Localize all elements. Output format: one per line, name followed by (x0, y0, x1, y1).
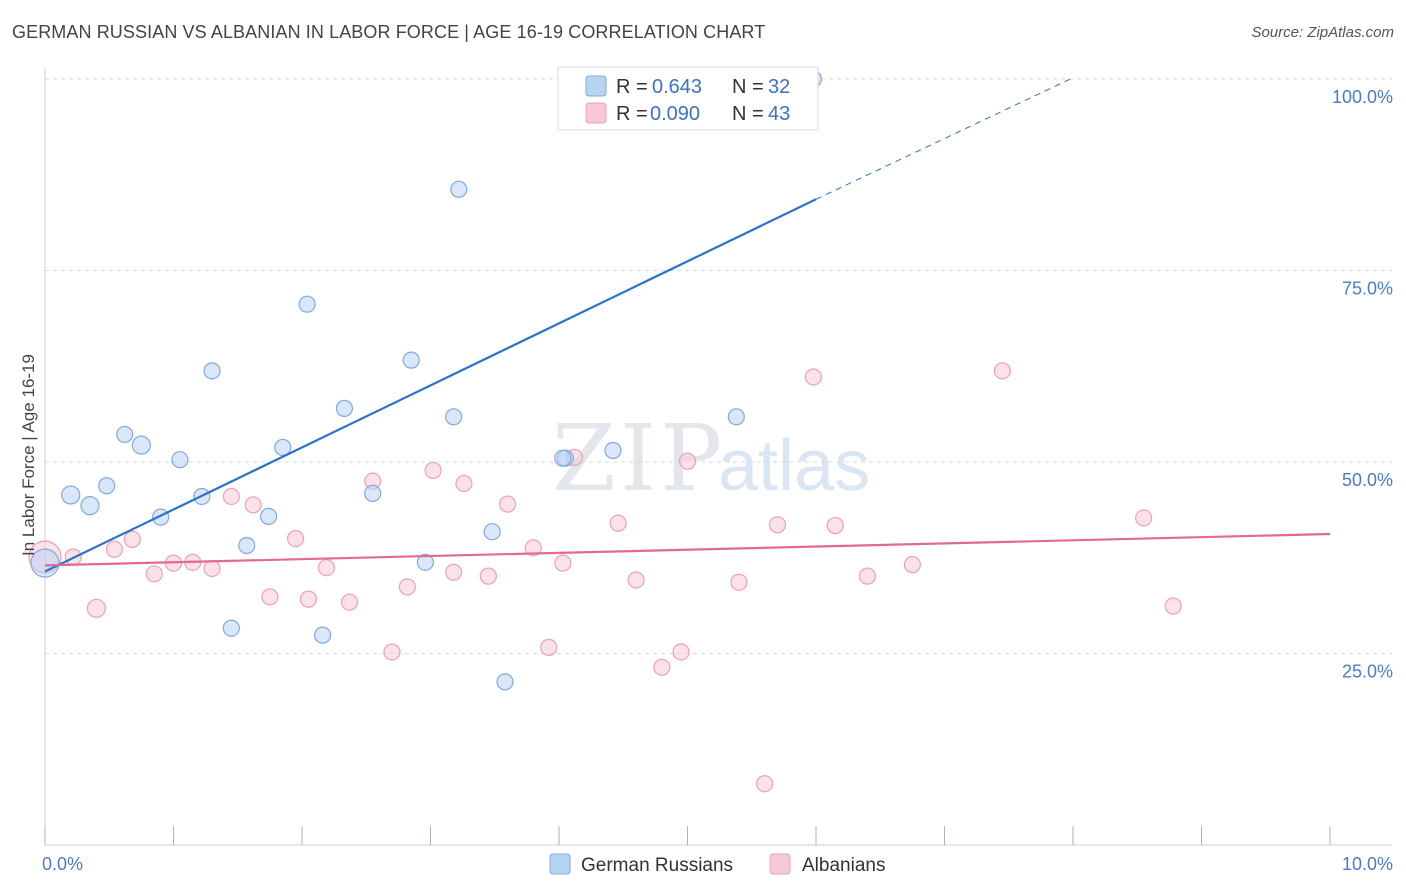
albanians-point (1164, 597, 1182, 615)
legend-r-value-2: 0.090 (650, 103, 700, 125)
albanians-point (261, 588, 279, 606)
german-russians-point (98, 477, 116, 495)
german-russians-points (30, 70, 823, 691)
series-legend-albanians: Albanians (802, 855, 885, 876)
albanians-point (858, 567, 877, 585)
german-russians-point (483, 523, 501, 541)
albanians-point (903, 556, 921, 574)
albanians-point (755, 775, 774, 793)
albanians-point (804, 368, 823, 386)
legend-swatch-pink (585, 102, 607, 124)
albanians-point (826, 516, 844, 535)
chart-title: GERMAN RUSSIAN VS ALBANIAN IN LABOR FORC… (12, 22, 766, 42)
correlation-legend: R = 0.643 N = 32 R = 0.090 N = 43 (557, 66, 819, 131)
albanians-point (123, 530, 141, 548)
german-russians-point (80, 496, 100, 516)
y-tick-label: 100.0% (1332, 87, 1393, 107)
german-russians-point (335, 399, 354, 417)
german-russians-point (364, 484, 382, 503)
german-russians-point (222, 619, 240, 637)
source-credit: Source: ZipAtlas.com (1251, 24, 1394, 41)
albanians-point (678, 452, 697, 470)
german-russians-point (203, 362, 221, 380)
series-legend-swatch-german-russians (549, 853, 571, 875)
albanians-point (105, 540, 123, 558)
albanians-point (627, 571, 645, 589)
german-russians-point (445, 408, 463, 426)
german-russians-point (152, 508, 170, 526)
legend-n-value-1: 32 (768, 76, 790, 98)
german-russians-point (313, 626, 332, 644)
legend-swatch-blue (585, 75, 607, 97)
albanians-point (445, 563, 463, 581)
legend-r-value-1: 0.643 (652, 76, 702, 98)
albanians-point (609, 514, 627, 532)
german-russians-point (116, 425, 134, 444)
german-russians-point (727, 408, 745, 426)
albanians-point (86, 598, 107, 618)
legend-n-value-2: 43 (768, 103, 790, 125)
albanians-point (317, 559, 336, 577)
y-tick-label: 75.0% (1342, 279, 1393, 299)
x-tick-label-min: 0.0% (42, 854, 83, 874)
x-tick-label-max: 10.0% (1342, 854, 1393, 874)
german-russians-trend-line (44, 198, 817, 573)
albanians-point (222, 487, 240, 506)
albanians-point (203, 559, 221, 578)
legend-n-label-2: N = (732, 103, 764, 125)
german-russians-point (416, 553, 434, 571)
albanians-point (424, 461, 442, 480)
albanians-point (524, 539, 542, 557)
german-russians-point (298, 295, 316, 313)
legend-r-label-2: R = (616, 103, 648, 125)
series-legend-german-russians: German Russians (581, 855, 733, 876)
albanians-points (28, 362, 1182, 793)
series-legend: German Russians Albanians (549, 853, 885, 876)
german-russians-trend-extension (815, 78, 1071, 200)
german-russians-point (450, 180, 468, 198)
german-russians-point (402, 351, 420, 369)
german-russians-point (171, 451, 189, 469)
albanians-point (244, 496, 262, 514)
y-tick-label: 25.0% (1342, 662, 1393, 682)
watermark-atlas: atlas (718, 426, 870, 506)
legend-r-label-1: R = (616, 76, 648, 98)
series-legend-swatch-albanians (769, 853, 791, 875)
legend-n-label-1: N = (732, 76, 764, 98)
german-russians-point (30, 548, 60, 578)
albanians-point (479, 567, 497, 585)
y-tick-label: 50.0% (1342, 470, 1393, 490)
albanians-point (554, 554, 572, 572)
albanians-point (993, 362, 1011, 380)
gridlines (45, 78, 1392, 654)
albanians-point (540, 638, 558, 656)
albanians-point (383, 643, 401, 661)
albanians-trend-line (44, 532, 1331, 567)
albanians-point (653, 658, 671, 676)
y-axis-label: In Labor Force | Age 16-19 (19, 354, 38, 556)
albanians-point (455, 474, 473, 493)
albanians-point (286, 529, 305, 548)
albanians-point (145, 565, 163, 583)
german-russians-point (61, 485, 81, 505)
albanians-point (768, 516, 787, 534)
albanians-point (672, 643, 690, 661)
german-russians-point (131, 435, 151, 455)
german-russians-point (259, 507, 278, 525)
albanians-point (299, 590, 318, 608)
german-russians-point (274, 438, 292, 457)
trend-lines (44, 78, 1331, 573)
german-russians-point (496, 673, 514, 691)
albanians-point (1135, 509, 1153, 527)
albanians-point (499, 495, 517, 513)
albanians-point (340, 593, 359, 611)
albanians-point (398, 578, 416, 596)
albanians-point (730, 573, 748, 591)
german-russians-point (554, 449, 572, 467)
german-russians-point (604, 441, 622, 460)
axes: 25.0% 50.0% 75.0% 100.0% 0.0% 10.0% (42, 68, 1393, 874)
german-russians-point (238, 536, 256, 555)
